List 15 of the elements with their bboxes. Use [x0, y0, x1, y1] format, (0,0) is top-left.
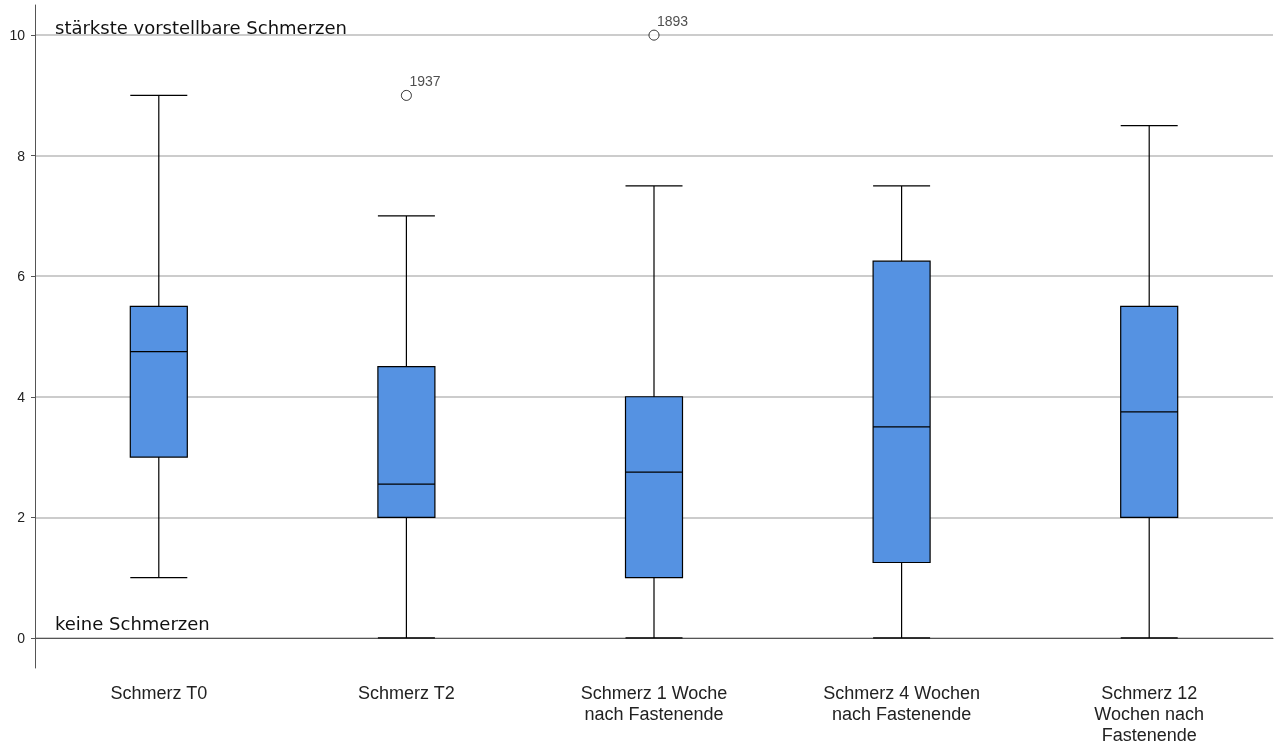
y-tick-label: 4	[17, 388, 26, 405]
x-tick-label: Schmerz T0	[110, 682, 208, 703]
x-tick-label: Schmerz T2	[358, 682, 455, 703]
y-tick-label: 10	[9, 27, 26, 44]
annotation: stärkste vorstellbare Schmerzen	[55, 16, 348, 38]
annotation: 1937	[409, 73, 441, 90]
x-tick-label: Schmerz 4 Wochen nach Fastenende	[823, 682, 980, 724]
annotation: 1893	[657, 13, 689, 30]
y-tick-label: 2	[17, 509, 26, 526]
y-tick-label: 6	[17, 268, 26, 285]
x-tick-label: Schmerz 12 Wochen nach Fastenende	[1094, 682, 1205, 745]
y-tick-label: 8	[17, 147, 26, 164]
y-tick-label: 0	[17, 629, 26, 646]
x-tick-label: Schmerz 1 Woche nach Fastenende	[580, 682, 728, 724]
annotation: keine Schmerzen	[55, 612, 210, 634]
